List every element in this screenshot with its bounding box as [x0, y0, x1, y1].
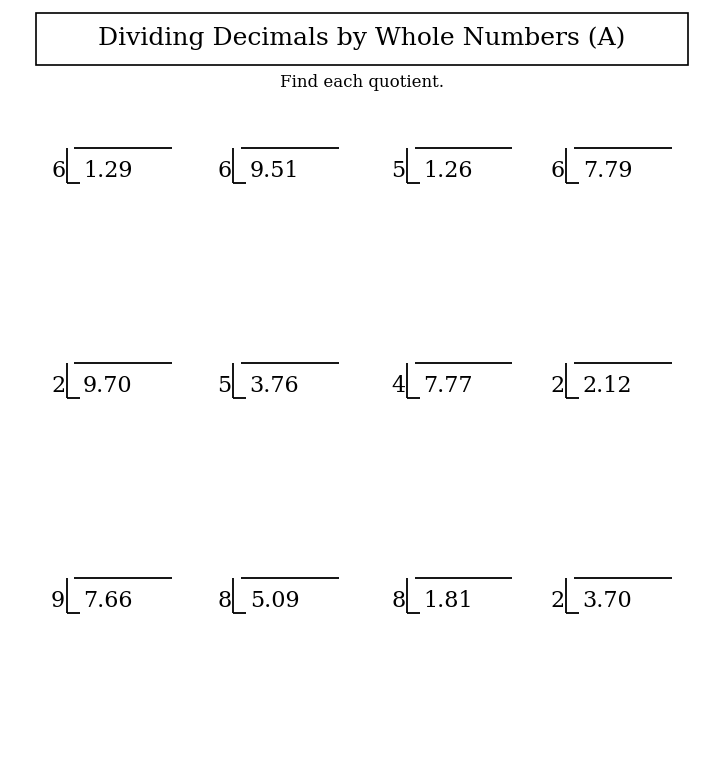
Text: 5.09: 5.09 — [250, 590, 299, 612]
Text: 6: 6 — [51, 160, 65, 182]
Text: 7.77: 7.77 — [424, 375, 473, 397]
Text: Dividing Decimals by Whole Numbers (A): Dividing Decimals by Whole Numbers (A) — [98, 27, 626, 50]
Text: 2.12: 2.12 — [583, 375, 632, 397]
Text: 4: 4 — [391, 375, 405, 397]
Text: Find each quotient.: Find each quotient. — [280, 74, 444, 91]
Text: 8: 8 — [217, 590, 232, 612]
Text: 7.79: 7.79 — [583, 160, 632, 182]
Text: 6: 6 — [217, 160, 232, 182]
Text: 3.70: 3.70 — [583, 590, 633, 612]
Text: 1.26: 1.26 — [424, 160, 473, 182]
Text: 9: 9 — [51, 590, 65, 612]
Text: 9.51: 9.51 — [250, 160, 299, 182]
Text: 2: 2 — [51, 375, 65, 397]
Text: 2: 2 — [550, 375, 565, 397]
Text: 8: 8 — [391, 590, 405, 612]
Text: 9.70: 9.70 — [83, 375, 132, 397]
Text: 7.66: 7.66 — [83, 590, 132, 612]
Text: 3.76: 3.76 — [250, 375, 299, 397]
Text: 1.81: 1.81 — [424, 590, 473, 612]
Text: 5: 5 — [391, 160, 405, 182]
Text: 1.29: 1.29 — [83, 160, 132, 182]
Text: 6: 6 — [550, 160, 565, 182]
FancyBboxPatch shape — [36, 13, 688, 65]
Text: 2: 2 — [550, 590, 565, 612]
Text: 5: 5 — [217, 375, 232, 397]
